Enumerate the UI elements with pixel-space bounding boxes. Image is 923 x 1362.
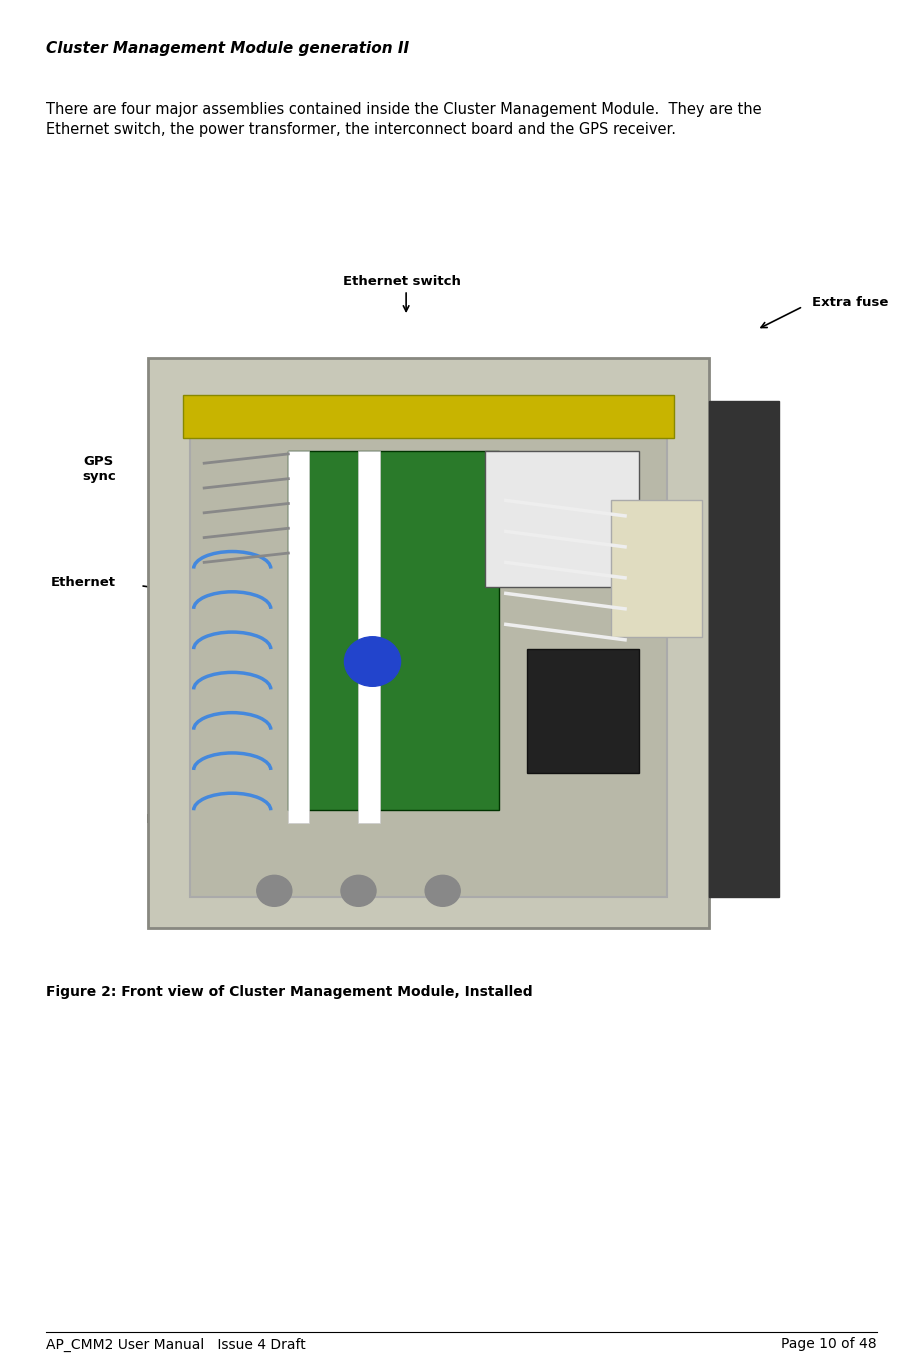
Text: Cluster Management Module generation II: Cluster Management Module generation II [46,41,409,56]
Text: AC power connectors: AC power connectors [414,827,573,840]
Circle shape [341,876,376,906]
FancyBboxPatch shape [611,500,702,636]
Text: Ethernet switch: Ethernet switch [342,275,461,289]
FancyBboxPatch shape [485,451,639,587]
Text: Page 10 of 48: Page 10 of 48 [781,1337,877,1351]
FancyBboxPatch shape [148,358,709,928]
Circle shape [426,876,461,906]
Text: Ethernet: Ethernet [51,576,115,590]
Text: There are four major assemblies contained inside the Cluster Management Module. : There are four major assemblies containe… [46,102,761,138]
Text: Extra fuse: Extra fuse [812,296,889,309]
Circle shape [344,636,401,686]
FancyBboxPatch shape [358,451,379,823]
Text: Figure 2: Front view of Cluster Management Module, Installed: Figure 2: Front view of Cluster Manageme… [46,985,533,998]
Text: DC power connectors: DC power connectors [147,813,306,827]
Circle shape [257,876,292,906]
FancyBboxPatch shape [288,451,498,810]
FancyBboxPatch shape [183,395,674,439]
FancyBboxPatch shape [709,402,779,898]
Text: GPS
sync: GPS sync [82,455,115,482]
FancyBboxPatch shape [527,650,639,774]
FancyBboxPatch shape [190,414,667,898]
FancyBboxPatch shape [288,451,309,823]
Text: AP_CMM2 User Manual   Issue 4 Draft: AP_CMM2 User Manual Issue 4 Draft [46,1337,306,1351]
